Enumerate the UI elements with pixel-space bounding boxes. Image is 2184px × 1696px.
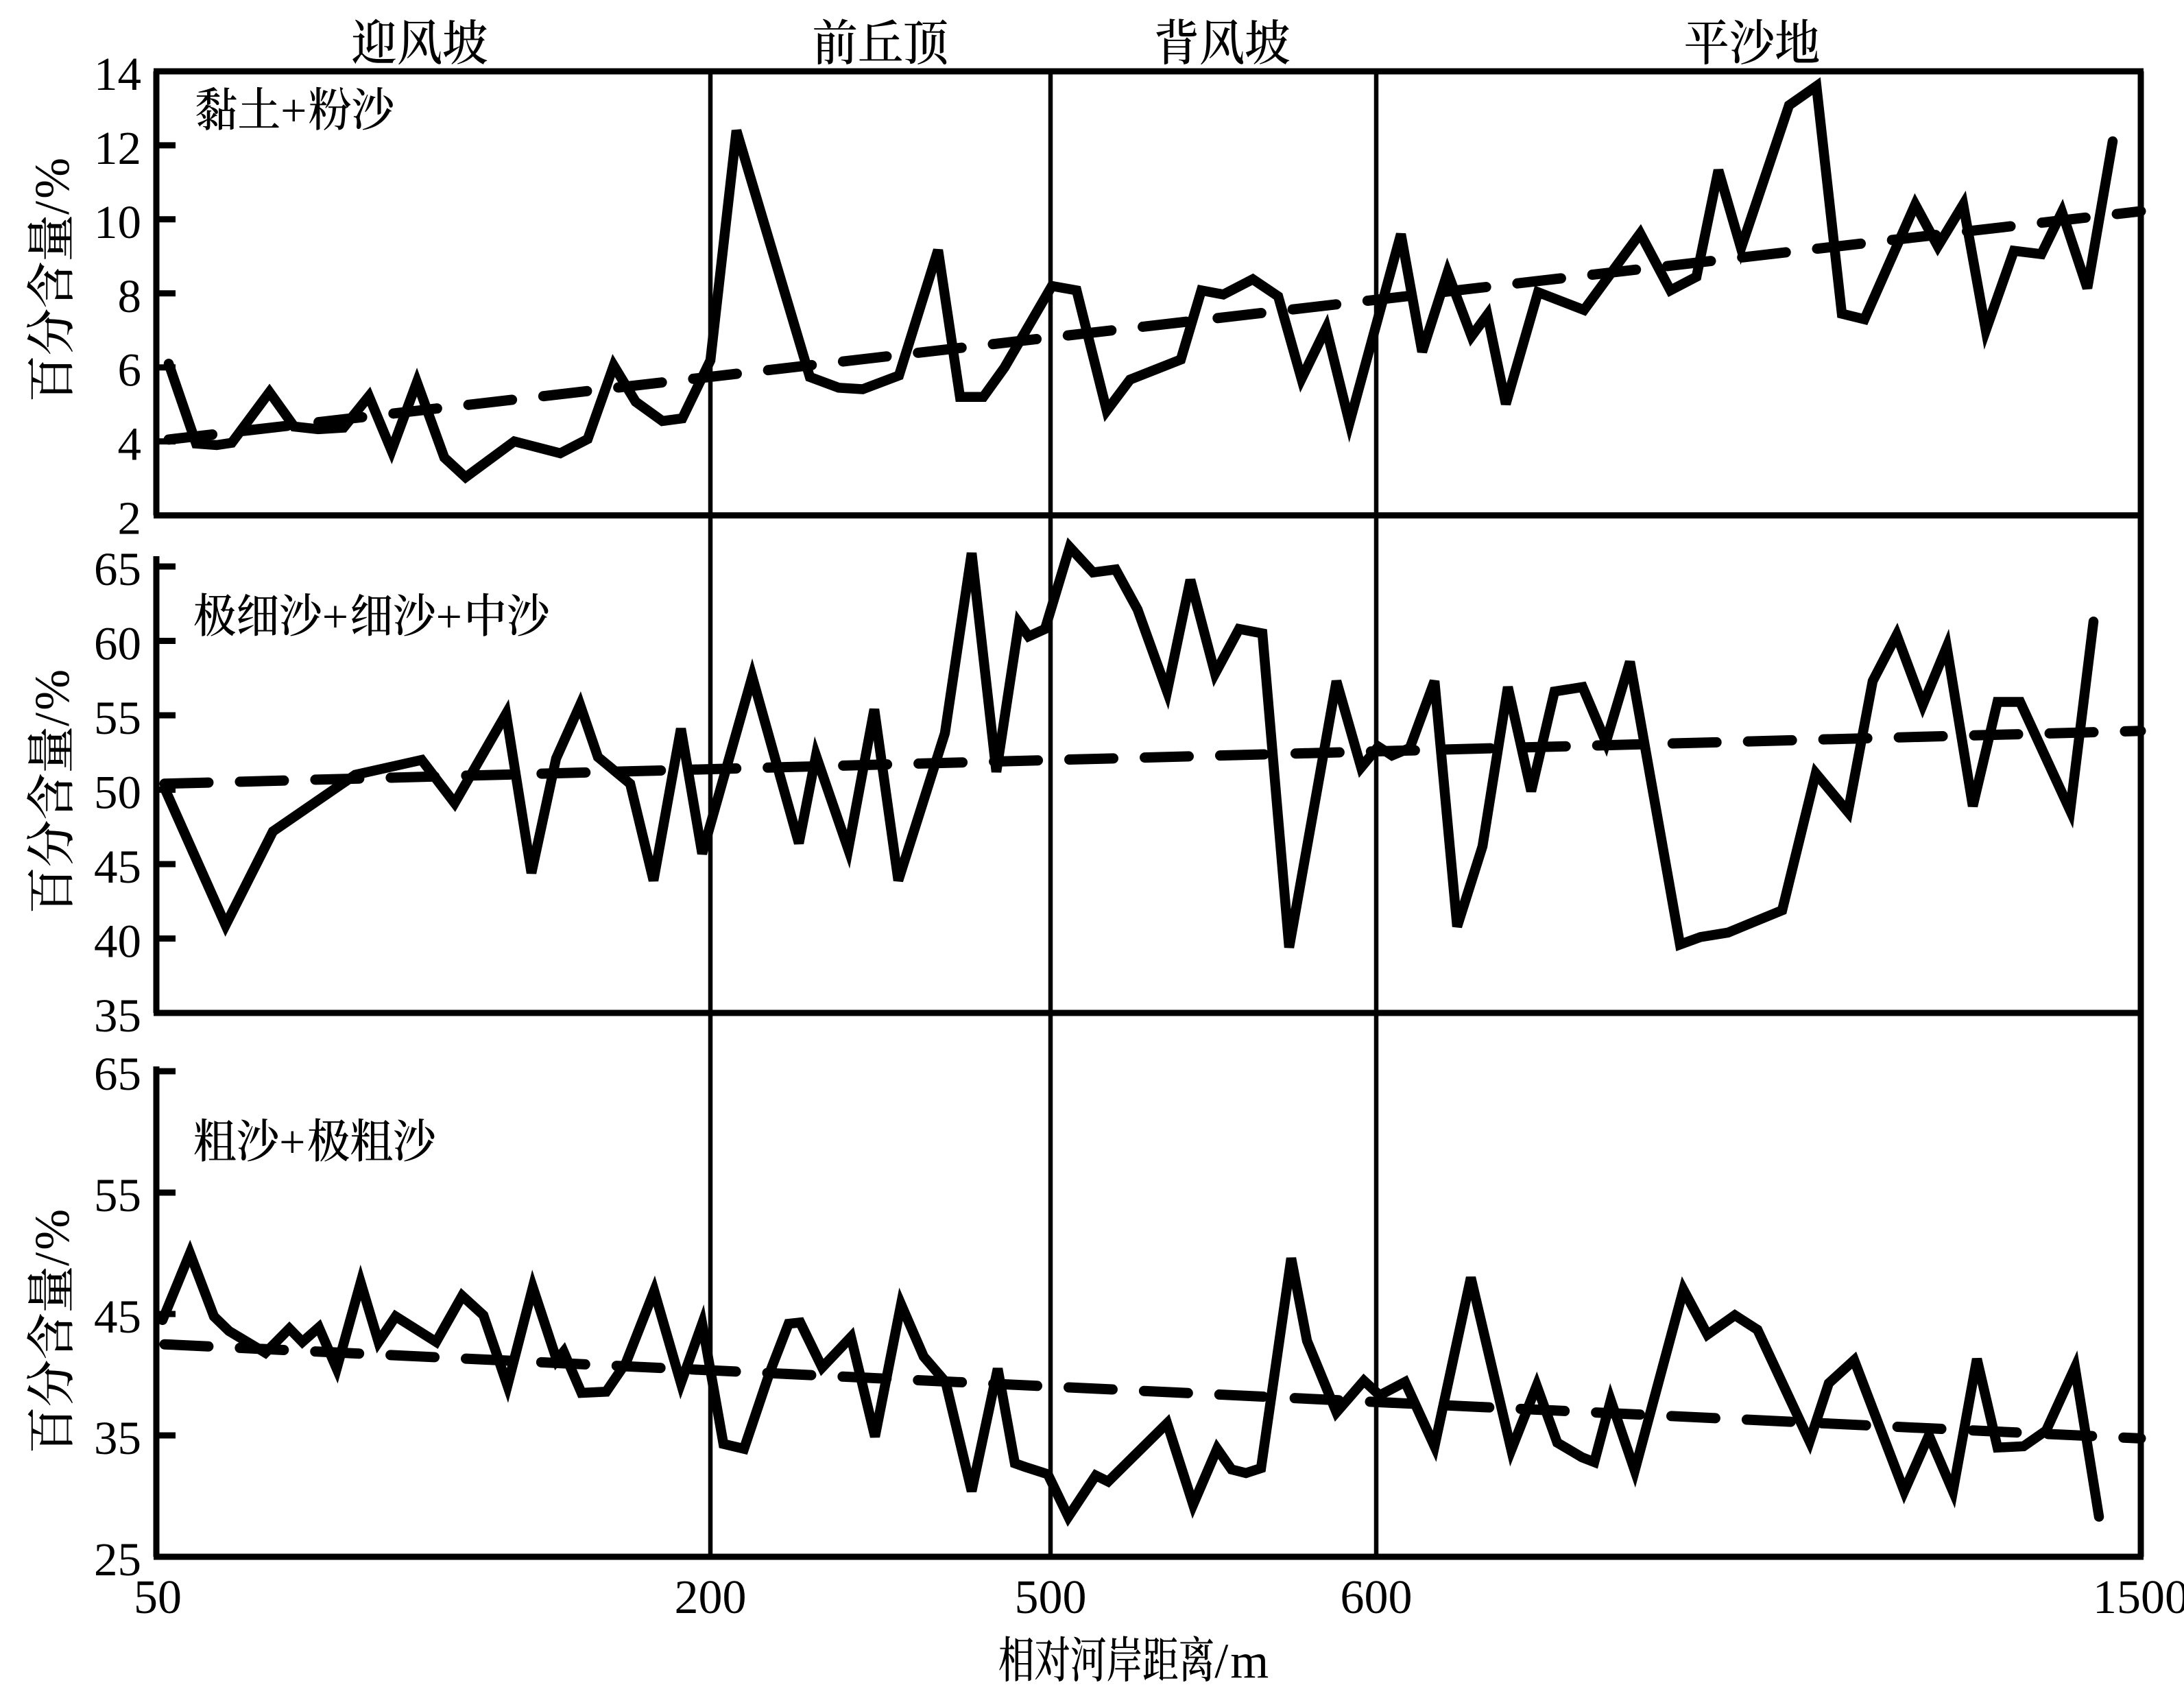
svg-text:/: / (25, 201, 80, 215)
svg-text:500: 500 (1015, 1571, 1087, 1624)
svg-text:45: 45 (94, 1291, 141, 1343)
svg-text:50: 50 (94, 767, 141, 819)
svg-text:+: + (322, 590, 348, 643)
svg-text:55: 55 (94, 692, 141, 744)
svg-text:1500: 1500 (2093, 1571, 2184, 1624)
svg-text:+: + (279, 1116, 305, 1168)
svg-text:45: 45 (94, 841, 141, 893)
svg-text:/: / (25, 1252, 80, 1266)
svg-text:55: 55 (94, 1169, 141, 1221)
svg-text:14: 14 (94, 48, 141, 100)
svg-text:%: % (25, 158, 80, 199)
svg-text:/: / (25, 713, 80, 726)
svg-text:35: 35 (94, 1412, 141, 1464)
svg-text:8: 8 (118, 270, 142, 322)
svg-text:+: + (280, 84, 307, 136)
svg-text:%: % (25, 1209, 80, 1250)
svg-text:50: 50 (134, 1571, 182, 1624)
svg-text:4: 4 (118, 418, 142, 470)
svg-text:12: 12 (94, 122, 141, 174)
svg-text:200: 200 (675, 1571, 747, 1624)
svg-text:2: 2 (118, 492, 142, 545)
svg-text:/: / (1214, 1634, 1228, 1688)
svg-text:+: + (436, 590, 462, 643)
svg-text:40: 40 (94, 916, 141, 968)
svg-text:60: 60 (94, 618, 141, 670)
svg-text:65: 65 (94, 543, 141, 595)
svg-text:6: 6 (118, 344, 142, 396)
svg-text:35: 35 (94, 990, 141, 1042)
svg-text:65: 65 (94, 1048, 141, 1100)
svg-text:10: 10 (94, 196, 141, 248)
svg-text:25: 25 (94, 1533, 141, 1586)
svg-text:m: m (1230, 1634, 1269, 1688)
svg-text:%: % (25, 669, 80, 710)
svg-text:600: 600 (1341, 1571, 1413, 1624)
